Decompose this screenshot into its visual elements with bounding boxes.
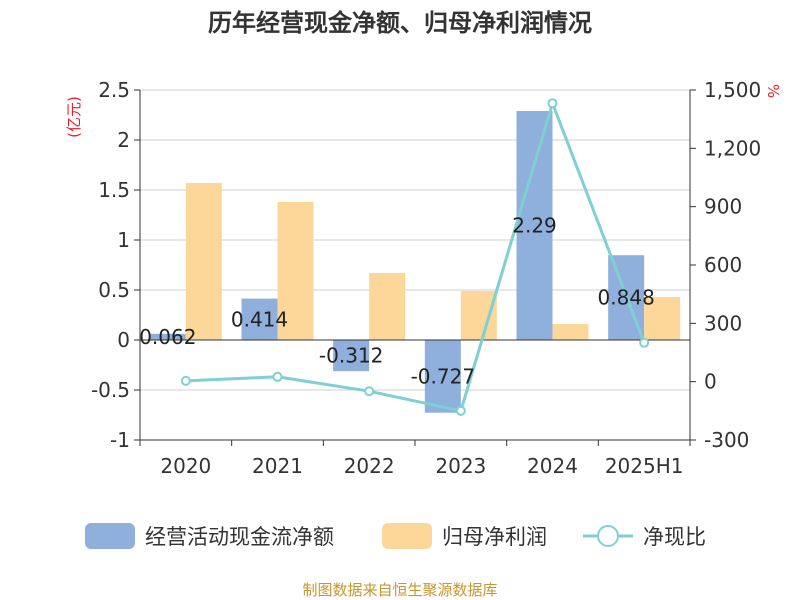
x-tick-label: 2024 [527,454,578,478]
left-tick-label: 0 [117,328,130,352]
bar-cash-flow-2023 [424,340,461,413]
right-axis-unit: % [764,84,782,98]
legend-label[interactable]: 归母净利润 [442,525,547,549]
legend-label[interactable]: 经营活动现金流净额 [145,525,334,549]
bar-cash-flow-2020 [149,333,186,340]
x-tick-label: 2023 [435,454,486,478]
bar-data-label: 0.414 [231,307,288,331]
x-tick-label: 2022 [344,454,395,478]
left-tick-label: 0.5 [98,278,130,302]
bar-data-label: -0.727 [411,364,475,388]
line-series [180,98,650,416]
bar-data-label: 0.848 [598,286,655,310]
legend[interactable]: 经营活动现金流净额 归母净利润 净现比 [85,523,706,549]
left-tick-label: -1 [110,428,130,452]
bar-data-label: 2.29 [512,214,557,238]
left-axis-ticks: 2.5 2 1.5 1 0.5 0 -0.5 -1 [91,78,140,452]
line-point-2021 [272,371,283,382]
left-tick-label: 2.5 [98,78,130,102]
legend-swatch-marker[interactable] [597,525,619,547]
line-point-2023 [455,405,466,416]
left-tick-label: -0.5 [91,378,130,402]
left-tick-label: 1 [117,228,130,252]
bar-labels: 0.062 0.414 -0.312 -0.727 2.29 0.848 [139,214,655,389]
right-axis-ticks: 1,500 1,200 900 600 300 0 -300 [690,78,761,452]
bar-net-profit-2020 [185,183,222,340]
right-tick-label: 0 [704,370,717,394]
right-tick-label: 1,500 [704,78,761,102]
right-tick-label: 600 [704,253,742,277]
right-tick-label: 1,200 [704,136,761,160]
legend-label[interactable]: 净现比 [643,525,706,549]
bar-cash-flow-2024 [516,111,553,340]
bar-net-profit-2022 [369,273,406,340]
bar-cash-flow-2022 [333,340,370,372]
chart-title: 历年经营现金净额、归母净利润情况 [208,9,592,37]
bar-net-profit-2023 [460,291,497,340]
line-point-2020 [180,375,191,386]
bar-net-profit-2024 [552,324,589,340]
x-tick-label: 2021 [252,454,303,478]
bar-net-profit-2025H1 [644,297,681,340]
bars [149,111,681,413]
legend-swatch[interactable] [382,523,432,549]
line-point-2022 [364,386,375,397]
right-tick-label: 300 [704,311,742,335]
x-axis-ticks: 2020 2021 2022 2023 2024 2025H1 [139,440,691,478]
left-axis-unit: (亿元) [65,96,83,138]
right-tick-label: 900 [704,195,742,219]
x-tick-label: 2020 [160,454,211,478]
right-tick-label: -300 [704,428,749,452]
legend-swatch[interactable] [85,523,135,549]
line-point-2024 [547,98,558,109]
bar-data-label: -0.312 [319,344,383,368]
line-point-2025H1 [639,337,650,348]
bar-net-profit-2021 [277,202,314,340]
left-tick-label: 2 [117,128,130,152]
x-tick-label: 2025H1 [605,454,684,478]
bar-data-label: 0.062 [139,325,196,349]
source-note: 制图数据来自恒生聚源数据库 [302,581,497,599]
line-net-cash-ratio [185,98,646,413]
left-tick-label: 1.5 [98,178,130,202]
bar-cash-flow-2021 [241,298,278,340]
